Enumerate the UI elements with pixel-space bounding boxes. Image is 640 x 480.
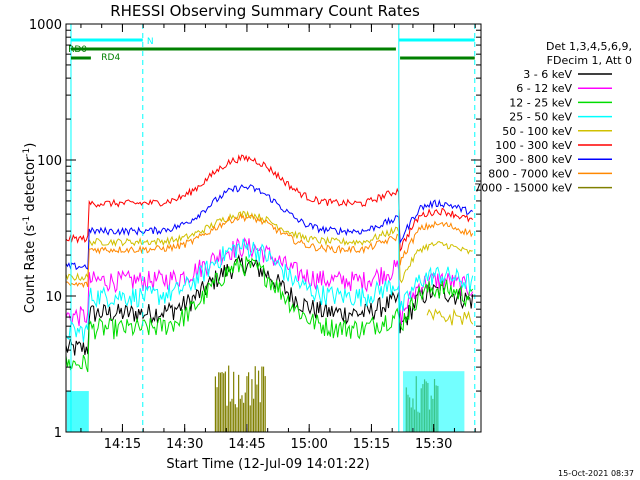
legend-header-2: FDecim 1, Att 0: [547, 54, 632, 67]
x-axis-label: Start Time (12-Jul-09 14:01:22): [166, 457, 369, 472]
legend-label: 12 - 25 keV: [509, 96, 572, 109]
series-line-5: [65, 154, 474, 253]
legend-label: 300 - 800 keV: [495, 153, 572, 166]
series-line-late: [426, 308, 474, 326]
legend-label: 3 - 6 keV: [523, 68, 572, 81]
legend-label: 50 - 100 keV: [502, 125, 572, 138]
annotation-rd0: RD0: [68, 45, 87, 55]
series-line-3: [65, 238, 474, 343]
annotation-n: N: [147, 37, 154, 47]
legend-label: 100 - 300 keV: [495, 139, 572, 152]
series-layer: [65, 154, 474, 432]
legend-label: 25 - 50 keV: [509, 111, 572, 124]
legend: Det 1,3,4,5,6,9, FDecim 1, Att 0 3 - 6 k…: [474, 40, 632, 195]
legend-label: 800 - 7000 keV: [488, 167, 572, 180]
legend-label: 6 - 12 keV: [516, 82, 572, 95]
y-tick-label: 10: [45, 290, 62, 305]
series-line-7: [65, 212, 474, 289]
chart-title: RHESSI Observing Summary Count Rates: [110, 2, 420, 20]
y-axis-label: Count Rate (s-1 detector-1): [22, 143, 38, 314]
axis-layer: 14:15 14:30 14:45 15:00 15:15 15:30 1 10 100 1000: [29, 18, 481, 452]
legend-header-1: Det 1,3,4,5,6,9,: [546, 40, 632, 53]
y-tick-label: 100: [37, 154, 62, 169]
x-tick-label: 14:45: [228, 437, 265, 452]
x-tick-label: 14:30: [166, 437, 203, 452]
saa-block: [402, 371, 465, 432]
x-tick-label: 15:00: [290, 437, 327, 452]
overlay-layer: N RD0 RD4: [66, 24, 476, 432]
series-line-6: [65, 184, 473, 271]
annotation-rd4: RD4: [101, 53, 120, 63]
x-tick-label: 15:15: [353, 437, 390, 452]
legend-label: 7000 - 15000 keV: [474, 182, 572, 195]
y-tick-label: 1: [54, 426, 62, 441]
plot-frame: [65, 23, 482, 433]
series-line-1: [65, 237, 474, 327]
x-tick-label: 14:15: [104, 437, 141, 452]
series-line-4: [65, 210, 473, 284]
footer-timestamp: 15-Oct-2021 08:37: [558, 469, 634, 478]
y-tick-label: 1000: [29, 18, 62, 33]
x-tick-label: 15:30: [415, 437, 452, 452]
saa-block: [66, 391, 89, 432]
series-line-2: [65, 256, 474, 373]
